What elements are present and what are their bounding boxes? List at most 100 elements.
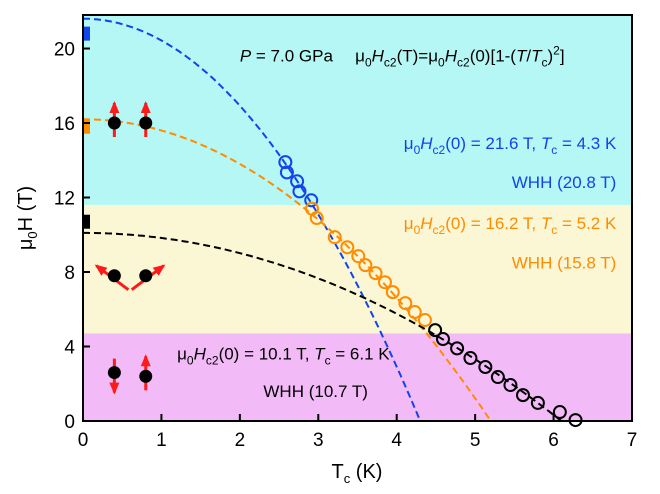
annotation-segment: H <box>420 134 433 153</box>
orange-data-point <box>385 285 400 300</box>
orange-data-point <box>327 230 342 245</box>
annotation-segment: c2 <box>433 143 446 157</box>
annotation-segment: 0 <box>365 56 372 70</box>
annotation-segment: c2 <box>433 223 446 237</box>
orange-data-point <box>309 211 324 225</box>
annotation-segment: T <box>531 47 543 66</box>
whh-marker <box>84 119 90 134</box>
spin-dot-cant-left <box>94 264 130 291</box>
orange-data-point <box>358 258 373 273</box>
x-axis-label-sub: c <box>344 471 351 486</box>
y-axis-label: μ0H (T) <box>15 186 40 250</box>
spin-dot-up <box>107 101 121 138</box>
y-tick-label: 8 <box>64 263 75 284</box>
background-band <box>83 204 632 334</box>
annotation-formula: μ0Hc2(T)=μ0Hc2(0)[1-(T/Tc)2] <box>355 44 564 70</box>
x-tick-label: 6 <box>548 430 559 451</box>
annotation-segment: (0)[1-( <box>470 47 517 66</box>
spin-dot <box>139 369 153 383</box>
annotation-segment: 0 <box>414 223 421 237</box>
annotation-segment: T <box>541 134 553 153</box>
spin-arrow-head <box>109 101 120 114</box>
x-axis-label-unit: (K) <box>350 461 382 483</box>
x-tick-label: 1 <box>156 430 167 451</box>
annotation-segment: μ <box>177 345 187 364</box>
spin-arrow-head <box>140 354 151 367</box>
black-data-point <box>552 405 567 420</box>
plot-frame <box>82 14 633 422</box>
x-tick-label: 2 <box>235 430 246 451</box>
orange-data-point <box>398 296 413 311</box>
spin-dot <box>107 269 121 283</box>
black-data-point <box>463 351 478 366</box>
annotation-segment: c <box>325 354 331 368</box>
x-axis-label-main: T <box>332 461 344 483</box>
whh-markers <box>84 26 90 229</box>
annotation-segment: 0 <box>414 143 421 157</box>
spin-dot-cant-right <box>130 264 166 291</box>
annotation-segment: H <box>372 47 385 66</box>
spin-dot-down <box>107 358 121 395</box>
blue-data-point <box>278 155 293 170</box>
y-tick-label: 16 <box>54 114 75 135</box>
black-fit-curve <box>83 231 563 422</box>
annotation-orange-whh: WHH (15.8 T) <box>512 253 617 272</box>
orange-data-point <box>407 305 422 320</box>
annotations: P = 7.0 GPa μ0Hc2(T)=μ0Hc2(0)[1-(T/Tc)2]μ… <box>177 44 617 401</box>
spin-arrow-head <box>94 264 108 276</box>
annotation-segment: μ <box>355 47 365 66</box>
annotation-segment: WHH (15.8 T) <box>512 253 617 272</box>
annotation-segment: T <box>516 47 528 66</box>
blue-data-point <box>279 165 294 180</box>
x-tick-label: 5 <box>470 430 481 451</box>
annotation-segment: (0) = 10.1 T, <box>219 345 315 364</box>
black-data-point <box>490 370 505 385</box>
background-band <box>83 15 632 205</box>
blue-data-point <box>292 184 307 199</box>
data-points <box>278 155 583 428</box>
annotation-segment: c <box>551 143 557 157</box>
whh-marker <box>84 214 90 229</box>
orange-data-point <box>417 313 432 328</box>
annotation-orange-fit: μ0Hc2(0) = 16.2 T, Tc = 5.2 K <box>404 214 617 237</box>
spin-dot <box>139 269 153 283</box>
blue-data-point <box>290 174 305 189</box>
orange-data-point <box>340 240 355 255</box>
black-data-point <box>515 388 530 403</box>
orange-data-point <box>368 266 383 281</box>
black-data-point <box>450 341 465 356</box>
annotation-segment: WHH (10.7 T) <box>263 382 368 401</box>
y-axis-label-main: H (T) <box>15 186 37 232</box>
annotation-segment: = 5.2 K <box>557 214 617 233</box>
x-tick-label: 3 <box>313 430 324 451</box>
annotation-segment: c <box>551 223 557 237</box>
blue-fit-curve <box>82 17 422 422</box>
annotation-segment: H <box>420 214 433 233</box>
spin-dots <box>94 101 166 395</box>
x-axis-label: Tc (K) <box>332 461 383 486</box>
annotation-segment: = 4.3 K <box>557 134 617 153</box>
annotation-black-fit: μ0Hc2(0) = 10.1 T, Tc = 6.1 K <box>177 345 390 368</box>
spin-arrow-head <box>140 101 151 114</box>
annotation-segment: / <box>526 47 531 66</box>
annotation-segment: T <box>541 214 553 233</box>
annotation-segment: (T)=μ <box>397 47 438 66</box>
whh-marker <box>84 26 90 41</box>
background-bands <box>83 15 632 421</box>
orange-data-point <box>351 249 366 264</box>
y-tick-label: 12 <box>54 189 75 210</box>
y-tick-label: 0 <box>64 412 75 433</box>
spin-dot <box>107 366 121 380</box>
annotation-segment: μ <box>404 214 414 233</box>
black-data-point <box>530 395 545 410</box>
x-tick-label: 4 <box>391 430 402 451</box>
fit-curves <box>82 17 563 422</box>
annotation-segment: (0) = 21.6 T, <box>445 134 541 153</box>
annotation-segment: 0 <box>187 354 194 368</box>
annotation-segment: = 7.0 GPa <box>251 47 333 66</box>
spin-dot <box>139 116 153 130</box>
y-axis-label-pre: μ <box>15 239 37 251</box>
annotation-segment: (0) = 16.2 T, <box>445 214 541 233</box>
spin-dot-up <box>139 354 153 391</box>
